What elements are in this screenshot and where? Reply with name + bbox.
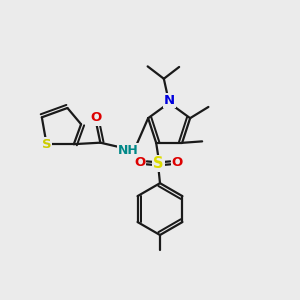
Text: N: N <box>164 94 175 107</box>
Text: O: O <box>172 156 183 170</box>
Text: O: O <box>134 156 145 170</box>
Text: NH: NH <box>118 144 139 158</box>
Text: O: O <box>90 112 101 124</box>
Text: S: S <box>153 156 164 171</box>
Text: S: S <box>42 138 51 151</box>
